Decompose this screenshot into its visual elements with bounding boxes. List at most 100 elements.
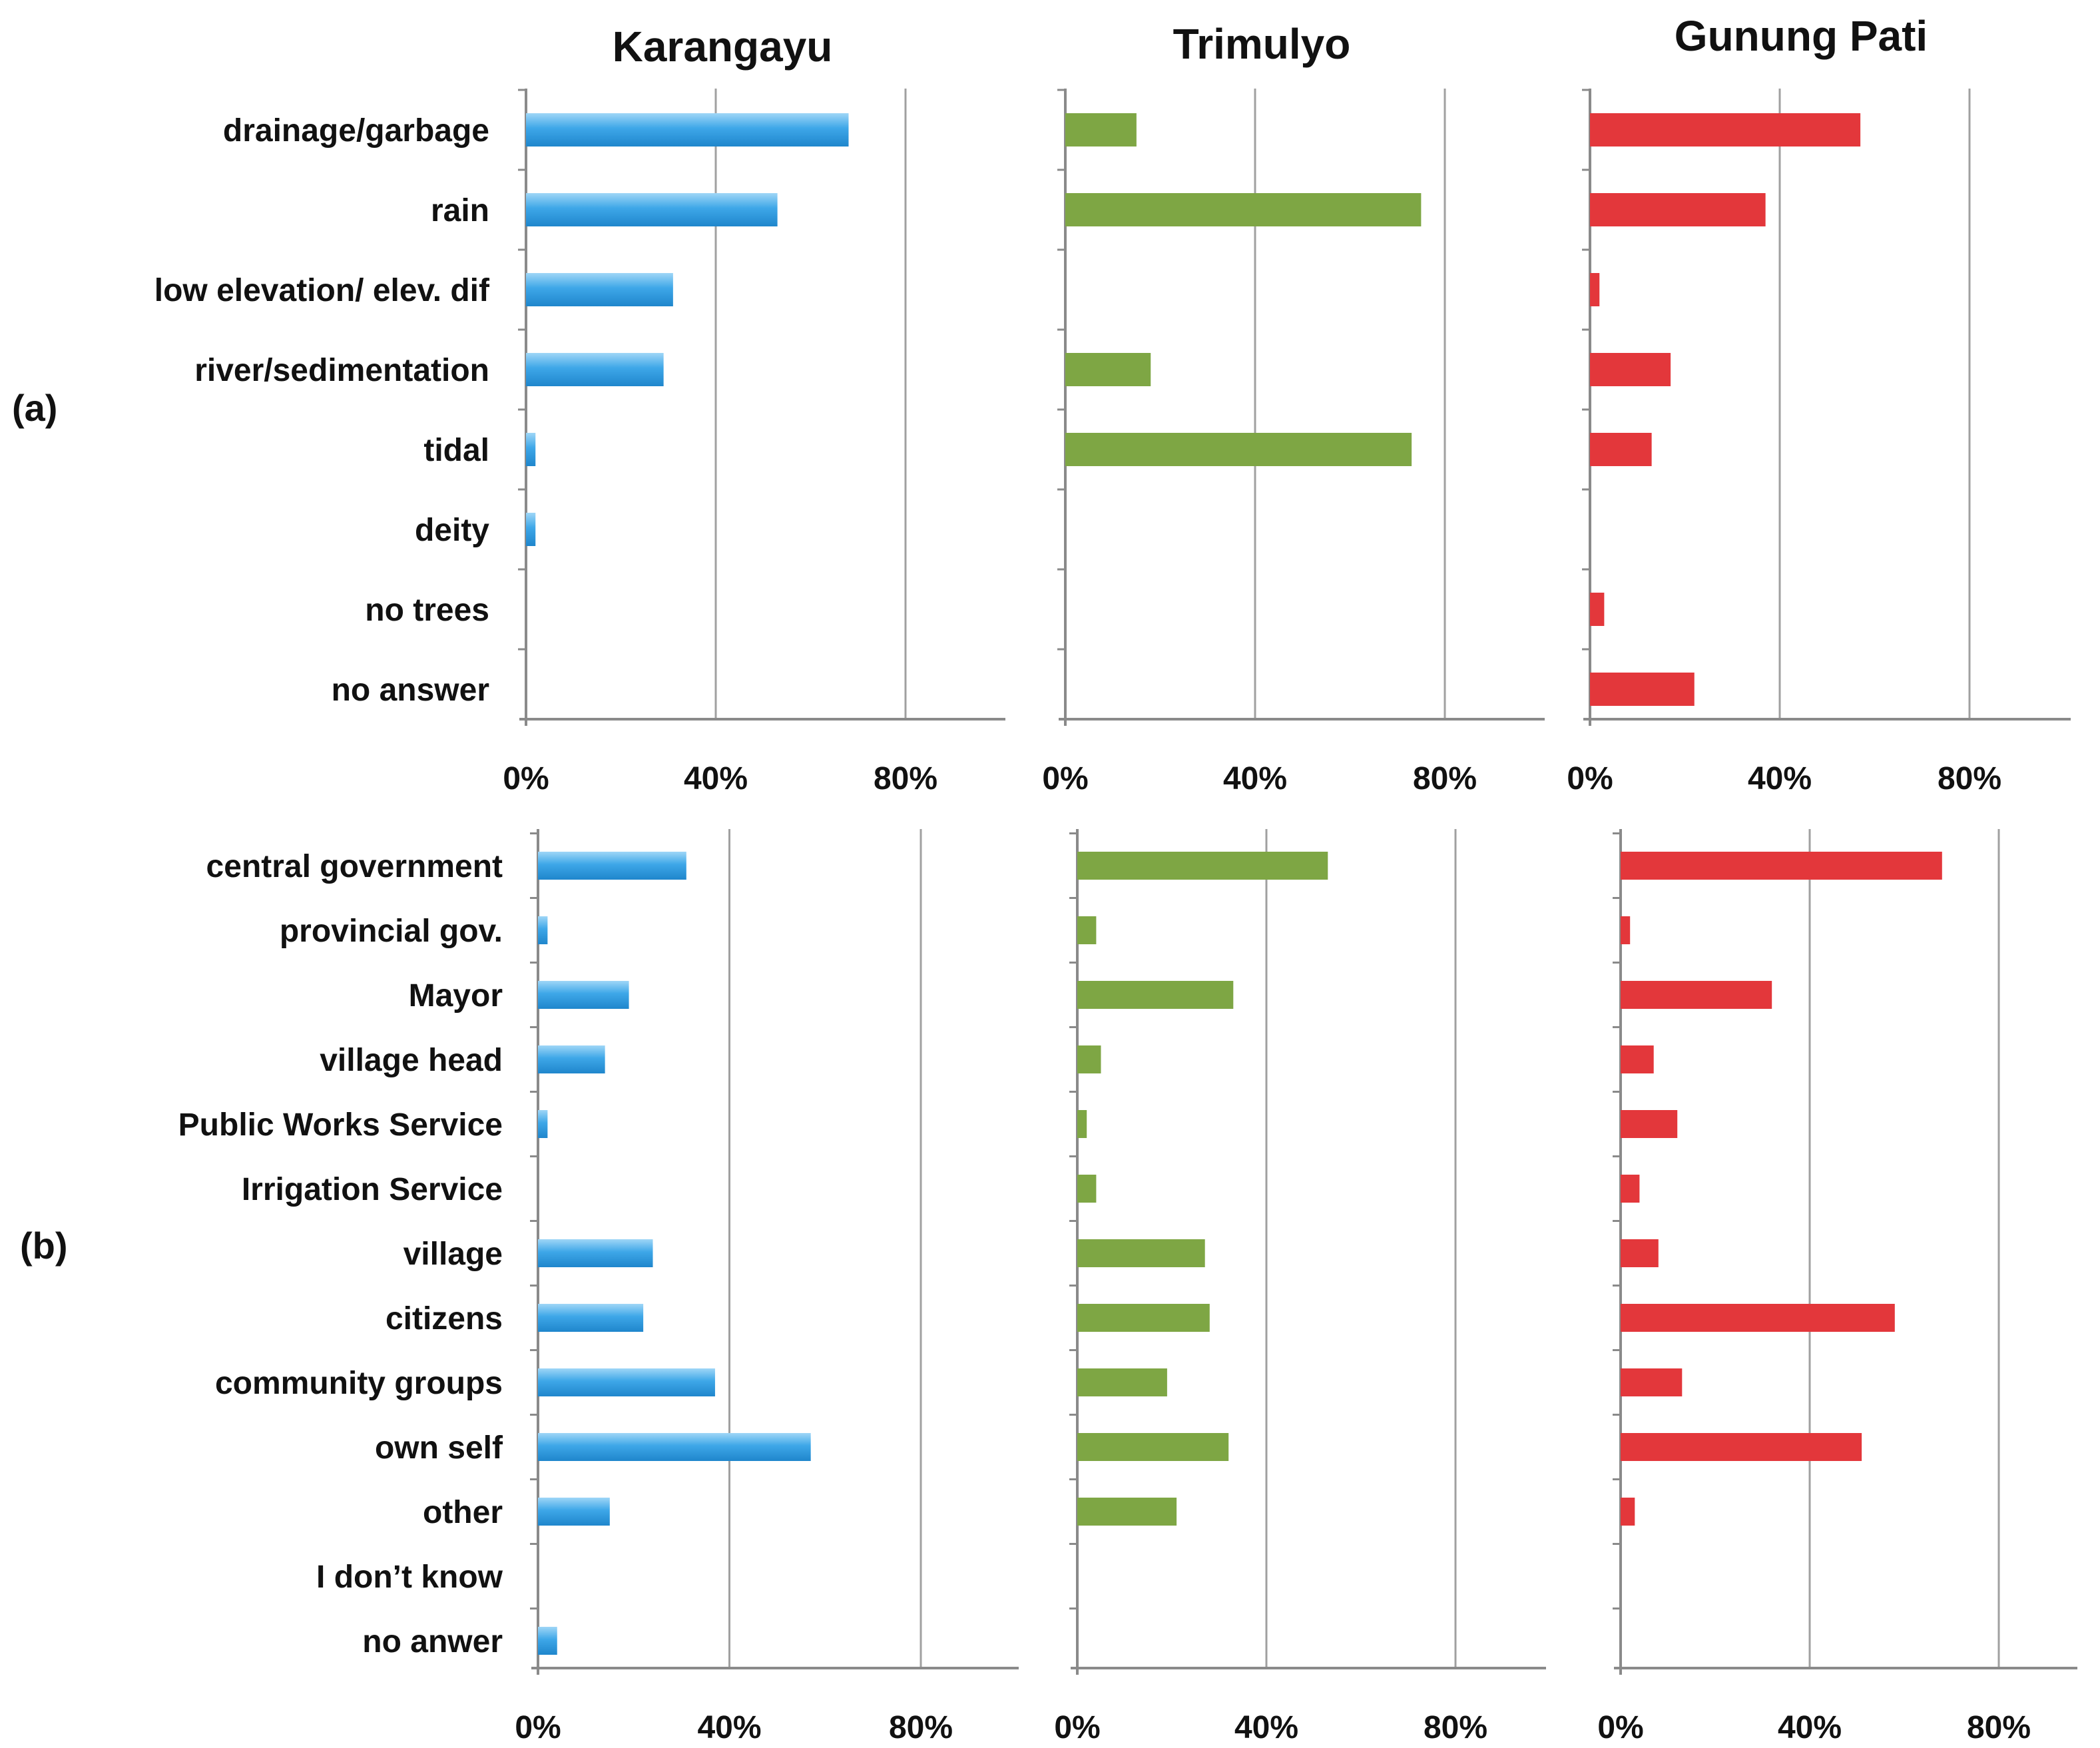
bar-karangayu-own-self — [538, 1433, 811, 1461]
bar-gunung-pati-community-groups — [1621, 1368, 1683, 1396]
bar-karangayu-low-elevation-elev-dif — [526, 273, 673, 306]
panel-a-karangayu-chart: 0% 40% 80% — [503, 89, 1005, 796]
bar-gunung-pati-public-works-service — [1621, 1110, 1678, 1138]
category-label-drainage-garbage: drainage/garbage — [223, 113, 489, 148]
category-label-no-anwer: no anwer — [362, 1624, 503, 1659]
x-tick-label-0: 0% — [515, 1710, 561, 1745]
x-tick-label-0: 0% — [1042, 761, 1088, 796]
bar-gunung-pati-tidal — [1590, 433, 1652, 466]
bar-karangayu-rain — [526, 193, 778, 226]
bar-trimulyo-drainage-garbage — [1065, 113, 1137, 146]
x-tick-label-80: 80% — [889, 1710, 953, 1745]
bar-trimulyo-public-works-service — [1077, 1110, 1087, 1138]
x-tick-label-40: 40% — [1778, 1710, 1842, 1745]
panel-b-charts: central government provincial gov. Mayor vi… — [178, 829, 2077, 1745]
bar-gunung-pati-village-head — [1621, 1045, 1654, 1073]
category-label-i-don-t-know: I don’t know — [316, 1560, 503, 1595]
bar-trimulyo-river-sedimentation — [1065, 353, 1151, 386]
bar-karangayu-tidal — [526, 433, 536, 466]
category-label-village: village — [403, 1237, 503, 1272]
panel-a-category-labels: drainage/garbage rain low elevation/ elev.… — [154, 113, 490, 708]
category-label-mayor: Mayor — [409, 978, 503, 1014]
bar-karangayu-no-anwer — [538, 1627, 557, 1655]
bar-gunung-pati-no-trees — [1590, 593, 1605, 626]
bar-trimulyo-mayor — [1077, 981, 1234, 1009]
bar-trimulyo-central-government — [1077, 852, 1328, 880]
bar-trimulyo-provincial-gov — [1077, 916, 1097, 944]
bar-gunung-pati-no-answer — [1590, 673, 1695, 706]
x-tick-label-0: 0% — [1597, 1710, 1643, 1745]
bar-gunung-pati-central-government — [1621, 852, 1942, 880]
bar-trimulyo-tidal — [1065, 433, 1412, 466]
category-label-rain: rain — [431, 193, 489, 228]
category-label-community-groups: community groups — [215, 1366, 503, 1401]
category-label-low-elevation-elev-dif: low elevation/ elev. dif — [154, 273, 490, 308]
category-label-own-self: own self — [375, 1430, 503, 1466]
bar-trimulyo-village-head — [1077, 1045, 1101, 1073]
x-tick-label-40: 40% — [684, 761, 748, 796]
bar-gunung-pati-own-self — [1621, 1433, 1862, 1461]
bar-karangayu-provincial-gov — [538, 916, 548, 944]
category-label-irrigation-service: Irrigation Service — [242, 1172, 503, 1207]
bar-karangayu-drainage-garbage — [526, 113, 849, 146]
x-tick-label-40: 40% — [1748, 761, 1812, 796]
x-tick-label-80: 80% — [1413, 761, 1477, 796]
bar-gunung-pati-provincial-gov — [1621, 916, 1631, 944]
bar-karangayu-community-groups — [538, 1368, 715, 1396]
category-label-citizens: citizens — [386, 1301, 503, 1336]
bar-karangayu-mayor — [538, 981, 629, 1009]
panel-b-gunung-pati-chart: 0% 40% 80% — [1597, 829, 2077, 1745]
bar-karangayu-village — [538, 1239, 653, 1267]
bar-gunung-pati-village — [1621, 1239, 1659, 1267]
panel-label-b: (b) — [20, 1225, 68, 1267]
x-tick-label-80: 80% — [874, 761, 937, 796]
bar-trimulyo-community-groups — [1077, 1368, 1167, 1396]
category-label-no-answer: no answer — [332, 673, 489, 708]
bar-trimulyo-rain — [1065, 193, 1422, 226]
bar-trimulyo-irrigation-service — [1077, 1175, 1097, 1203]
panel-a-charts: drainage/garbage rain low elevation/ elev.… — [154, 89, 2071, 796]
bar-trimulyo-citizens — [1077, 1304, 1210, 1332]
bar-karangayu-public-works-service — [538, 1110, 548, 1138]
x-tick-label-80: 80% — [1967, 1710, 2031, 1745]
panel-b-trimulyo-chart: 0% 40% 80% — [1054, 829, 1546, 1745]
bar-karangayu-village-head — [538, 1045, 605, 1073]
column-title-gunung-pati: Gunung Pati — [1675, 12, 1928, 60]
category-label-deity: deity — [415, 513, 489, 548]
category-label-river-sedimentation: river/sedimentation — [194, 353, 489, 388]
x-tick-label-40: 40% — [1223, 761, 1287, 796]
bar-gunung-pati-rain — [1590, 193, 1766, 226]
category-label-no-trees: no trees — [365, 593, 489, 628]
bar-gunung-pati-low-elevation-elev-dif — [1590, 273, 1600, 306]
x-tick-label-80: 80% — [1938, 761, 2001, 796]
bar-gunung-pati-other — [1621, 1498, 1635, 1526]
column-title-trimulyo: Trimulyo — [1173, 20, 1351, 68]
x-tick-label-40: 40% — [1234, 1710, 1298, 1745]
x-tick-label-0: 0% — [503, 761, 549, 796]
category-label-other: other — [423, 1495, 503, 1530]
column-title-karangayu: Karangayu — [613, 23, 833, 71]
bar-gunung-pati-citizens — [1621, 1304, 1895, 1332]
panel-b-karangayu-chart: 0% 40% 80% — [515, 829, 1019, 1745]
x-tick-label-0: 0% — [1567, 761, 1613, 796]
bar-gunung-pati-drainage-garbage — [1590, 113, 1861, 146]
category-label-village-head: village head — [320, 1043, 503, 1078]
category-label-tidal: tidal — [423, 433, 489, 468]
panel-a-gunung-pati-chart: 0% 40% 80% — [1567, 89, 2071, 796]
x-tick-label-40: 40% — [697, 1710, 761, 1745]
category-label-central-government: central government — [206, 849, 503, 884]
x-tick-label-0: 0% — [1054, 1710, 1100, 1745]
bar-karangayu-citizens — [538, 1304, 644, 1332]
bar-gunung-pati-river-sedimentation — [1590, 353, 1671, 386]
panel-b-category-labels: central government provincial gov. Mayor vi… — [178, 849, 503, 1659]
bar-karangayu-central-government — [538, 852, 686, 880]
panel-label-a: (a) — [12, 387, 57, 429]
bar-karangayu-river-sedimentation — [526, 353, 664, 386]
category-label-public-works-service: Public Works Service — [178, 1107, 503, 1143]
bar-gunung-pati-mayor — [1621, 981, 1772, 1009]
bar-karangayu-other — [538, 1498, 610, 1526]
bar-trimulyo-other — [1077, 1498, 1177, 1526]
bar-gunung-pati-irrigation-service — [1621, 1175, 1640, 1203]
bar-trimulyo-village — [1077, 1239, 1205, 1267]
